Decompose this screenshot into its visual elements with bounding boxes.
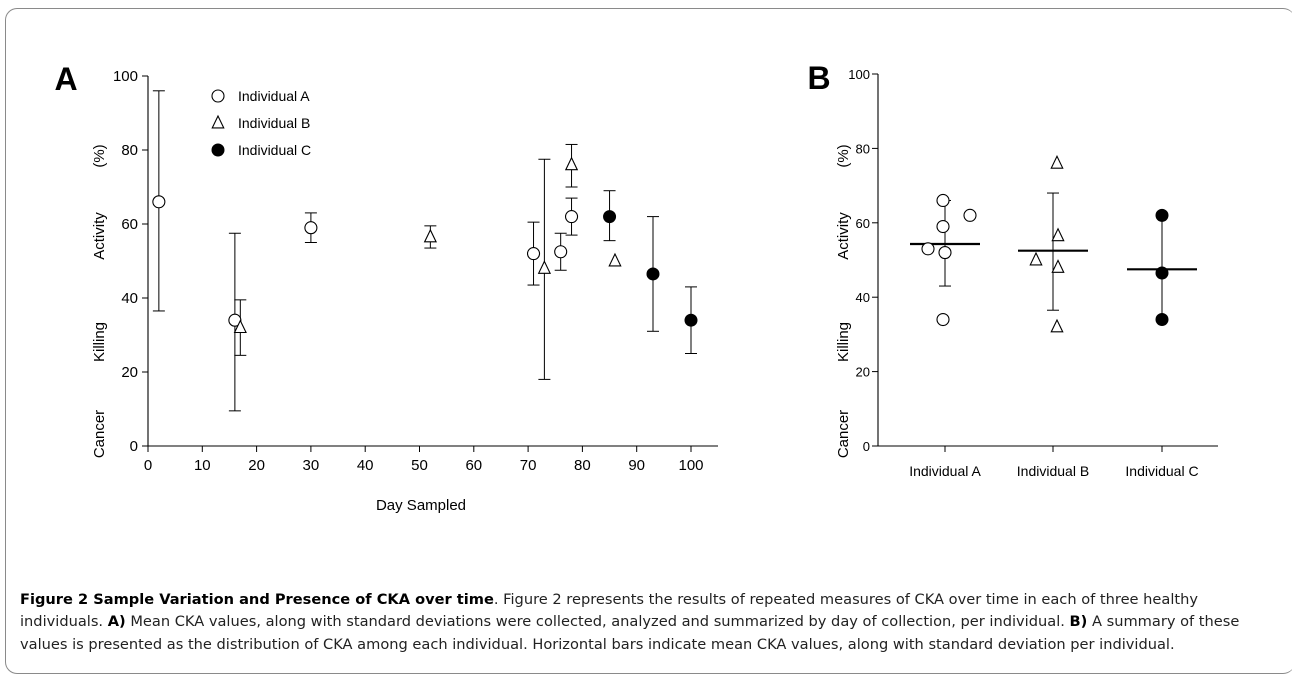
panel-a-point [233, 319, 247, 334]
panel-b-label: B [807, 60, 830, 96]
panel-b-point [963, 208, 977, 222]
caption-b-label: B) [1069, 613, 1088, 631]
panel-b-point [921, 242, 935, 256]
panel-b-point [936, 312, 950, 327]
panel-b-point [1155, 208, 1169, 222]
panel-a-legend-marker [211, 89, 225, 103]
panel-a-legend-label: Individual B [238, 115, 310, 131]
panel-b-ytick-label: 60 [856, 216, 870, 231]
panel-b-point [1051, 259, 1065, 273]
figure-frame [5, 8, 1292, 674]
panel-a-label: A [54, 61, 77, 97]
panel-b-point [1051, 227, 1065, 242]
panel-a-ytick-label: 0 [130, 438, 138, 455]
panel-b-point [936, 193, 950, 208]
panel-b-xtick-label: Individual B [1017, 463, 1089, 479]
panel-b-ylabel-word: Killing [835, 322, 852, 362]
panel-a-xtick-label: 60 [465, 457, 482, 474]
panel-a-legend-marker [211, 114, 225, 129]
panel-b-ylabel: Cancer Killing Activity (%) [835, 144, 852, 458]
panel-b-xtick-label: Individual C [1125, 463, 1198, 479]
panel-a-point [684, 313, 698, 327]
caption-a-text: Mean CKA values, along with standard dev… [125, 613, 1070, 631]
panel-a-ylabel-word: Killing [91, 322, 108, 362]
panel-a-point [564, 156, 579, 171]
panel-b-ytick-label: 40 [856, 290, 870, 305]
panel-a-point [554, 245, 568, 259]
figure-caption: Figure 2 Sample Variation and Presence o… [20, 589, 1275, 656]
caption-intro: . Figure 2 represents the results of rep… [20, 591, 1199, 631]
panel-b-point [936, 219, 950, 234]
caption-a-label: A) [107, 613, 126, 631]
panel-b-ytick-label: 0 [863, 439, 870, 454]
panel-b-point [938, 246, 952, 260]
panel-a-point [526, 247, 541, 261]
panel-a-xtick-label: 100 [678, 457, 703, 474]
panel-a-point [646, 267, 660, 281]
panel-a-legend-marker [211, 143, 225, 157]
panel-b-point [1050, 318, 1064, 333]
panel-a-point [608, 252, 622, 267]
panel-a-point [564, 210, 579, 224]
panel-b-point [1155, 266, 1169, 280]
panel-a-ylabel-word: (%) [91, 144, 108, 167]
panel-b-xtick-label: Individual A [909, 463, 981, 479]
panel-b-ytick-label: 80 [856, 141, 870, 156]
figure-chart: A 0 20 40 60 80 100 0 10 20 30 40 50 60 70 80 90 100 Day S… [54, 60, 1218, 514]
panel-b-point [1155, 313, 1169, 327]
panel-b-ytick-label: 100 [848, 67, 870, 82]
panel-a-point [152, 195, 166, 209]
panel-b-point [1029, 251, 1043, 266]
panel-a-legend-label: Individual A [238, 88, 310, 104]
panel-b-ylabel-word: Activity [835, 212, 852, 260]
panel-a-xtick-label: 70 [520, 457, 537, 474]
panel-a-point [304, 221, 318, 235]
panel-a-xtick-label: 20 [248, 457, 265, 474]
panel-a-ytick-label: 20 [121, 364, 138, 381]
panel-a-legend-label: Individual C [238, 142, 311, 158]
panel-b-ylabel-word: (%) [835, 144, 852, 167]
panel-a-ylabel-word: Cancer [91, 410, 108, 458]
panel-a-xtick-label: 80 [574, 457, 591, 474]
caption-b-text: A summary of these values is presented a… [20, 613, 1240, 653]
panel-a-ytick-label: 60 [121, 216, 138, 233]
caption-title: Figure 2 Sample Variation and Presence o… [20, 591, 494, 608]
panel-a-xtick-label: 40 [357, 457, 374, 474]
panel-a-ytick-label: 40 [121, 290, 138, 307]
panel-a-xtick-label: 50 [411, 457, 428, 474]
panel-a-xtick-label: 0 [144, 457, 152, 474]
panel-b-point [1050, 155, 1064, 169]
panel-a-point [603, 210, 617, 224]
panel-a-xtick-label: 30 [303, 457, 320, 474]
panel-a-point [423, 228, 437, 243]
panel-a-ytick-label: 80 [121, 142, 138, 159]
panel-b-ylabel-word: Cancer [835, 410, 852, 458]
panel-a-point [537, 260, 552, 274]
panel-a-xtick-label: 10 [194, 457, 211, 474]
panel-b-ytick-label: 20 [856, 365, 870, 380]
panel-a-ytick-label: 100 [113, 68, 138, 85]
panel-a-ylabel-word: Activity [91, 212, 108, 260]
panel-a-point [228, 313, 242, 327]
panel-a-xtick-label: 90 [628, 457, 645, 474]
panel-a-ylabel: Cancer Killing Activity (%) [91, 144, 108, 458]
panel-a-xlabel: Day Sampled [376, 497, 466, 514]
